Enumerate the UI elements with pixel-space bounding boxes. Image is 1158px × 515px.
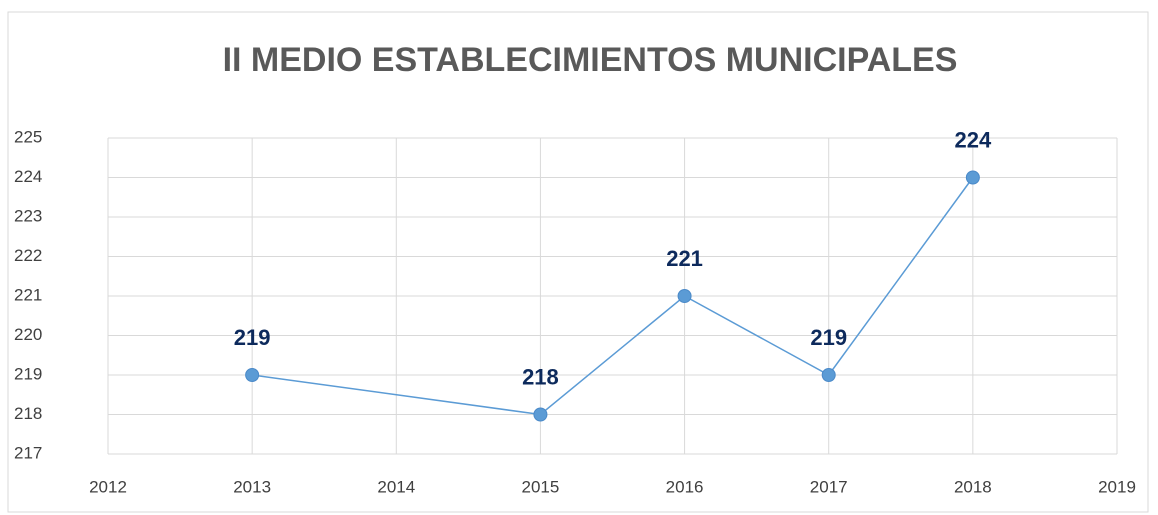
chart-title: II MEDIO ESTABLECIMIENTOS MUNICIPALES (223, 41, 958, 79)
marker (677, 289, 692, 303)
x-tick-label: 2019 (1098, 477, 1136, 496)
y-tick-label: 221 (14, 285, 42, 304)
marker (965, 170, 980, 185)
y-tick-label: 218 (14, 404, 42, 423)
data-label: 219 (810, 325, 847, 350)
data-label: 219 (234, 325, 271, 350)
x-tick-label: 2016 (666, 477, 704, 496)
data-label: 218 (522, 364, 559, 389)
x-tick-label: 2018 (954, 477, 992, 496)
y-tick-label: 225 (14, 127, 42, 146)
y-tick-label: 220 (14, 325, 42, 344)
chart-border (7, 11, 1149, 513)
y-tick-label: 219 (14, 364, 42, 383)
data-label: 224 (954, 127, 991, 152)
y-tick-label: 223 (14, 206, 42, 225)
marker (533, 407, 548, 422)
data-label: 221 (666, 246, 703, 271)
x-tick-label: 2014 (377, 477, 415, 496)
x-tick-label: 2015 (522, 477, 560, 496)
y-tick-label: 224 (14, 167, 42, 186)
y-tick-label: 222 (14, 246, 42, 265)
x-tick-label: 2017 (810, 477, 848, 496)
x-tick-label: 2013 (233, 477, 271, 496)
x-tick-label: 2012 (89, 477, 127, 496)
marker (821, 368, 836, 382)
marker (245, 368, 260, 382)
y-tick-label: 217 (14, 443, 42, 462)
